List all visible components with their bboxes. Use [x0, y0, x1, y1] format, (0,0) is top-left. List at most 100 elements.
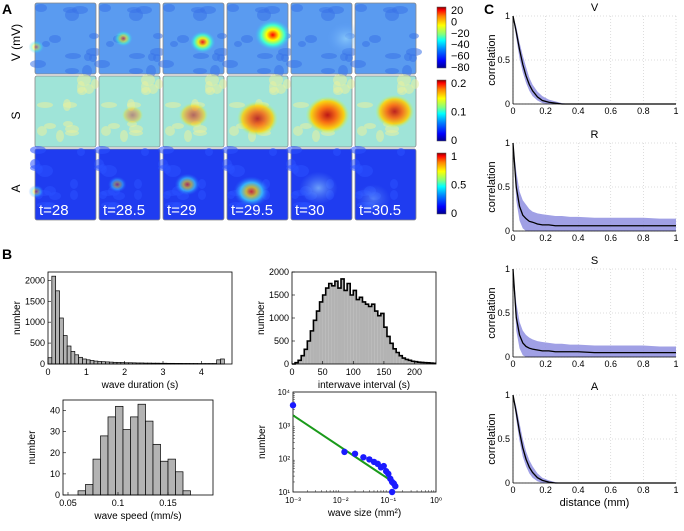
texture-patch [205, 148, 213, 156]
y-tick-label: 500 [30, 338, 45, 348]
histogram-B1: 0 1 2 3 4 0 500 1000 1500 2000 wave duration (s) nu… [12, 271, 233, 391]
texture-patch [193, 68, 207, 74]
texture-patch [409, 33, 419, 39]
activity-wave-blob [28, 185, 44, 199]
texture-patch [257, 9, 271, 21]
y-tick-label: 30 [50, 427, 60, 437]
histogram-bar [417, 362, 421, 364]
texture-patch [357, 165, 373, 177]
x-tick-label: 0.8 [637, 359, 650, 369]
x-tick-label: 0 [510, 485, 515, 495]
data-point [351, 450, 359, 457]
histogram-bar [85, 484, 94, 496]
texture-patch [333, 87, 343, 95]
texture-patch [146, 65, 156, 77]
activity-wave-blob [107, 176, 127, 193]
x-tick-label: 1 [84, 367, 89, 377]
y-axis-label: number [256, 300, 267, 335]
x-tick-label: 4 [199, 367, 204, 377]
histogram-bar [182, 490, 191, 496]
histogram-bar [411, 361, 415, 364]
texture-patch [229, 165, 245, 177]
texture-patch [101, 165, 117, 177]
y-tick-label: 1500 [269, 290, 289, 300]
y-tick-label: 2000 [25, 275, 45, 285]
y-tick-label: 10⁴ [278, 388, 291, 397]
activity-wave-blob [305, 96, 350, 134]
texture-patch [347, 79, 355, 89]
row-label-3: A [9, 184, 23, 192]
texture-patch [101, 102, 117, 108]
y-tick-label: 1500 [25, 296, 45, 306]
y-tick-label: 500 [274, 336, 289, 346]
texture-patch [172, 123, 184, 129]
y-tick-label: 0.5 [497, 182, 510, 192]
y-tick-label: 0 [505, 99, 510, 109]
texture-patch [397, 87, 407, 95]
time-label: t=28.5 [103, 202, 145, 219]
texture-patch [222, 159, 232, 169]
texture-patch [77, 148, 85, 156]
histogram-bar [399, 355, 403, 364]
data-point [392, 482, 399, 490]
texture-patch [65, 9, 79, 21]
activity-wave-blob [189, 31, 216, 53]
histogram-bar [152, 443, 161, 496]
x-tick-label: 0.6 [605, 106, 618, 116]
activity-wave-blob [299, 171, 338, 205]
histogram-bar [408, 360, 412, 364]
texture-patch [402, 65, 412, 77]
x-tick-label: 0.05 [59, 498, 77, 508]
texture-patch [293, 165, 309, 177]
texture-patch [158, 60, 174, 68]
texture-patch [350, 146, 366, 154]
texture-patch [37, 126, 47, 136]
texture-patch [404, 53, 412, 61]
histogram-bar [298, 360, 302, 364]
row-label-2: S [9, 111, 23, 119]
histogram-bar [93, 360, 99, 365]
texture-patch [293, 126, 303, 136]
data-point [360, 454, 367, 461]
activity-wave-blob [237, 101, 278, 137]
x-axis-label: distance (mm) [560, 497, 630, 509]
texture-patch [49, 192, 61, 200]
x-axis-label: wave size (mm²) [327, 508, 401, 519]
histogram-bar [47, 357, 53, 365]
subplot-title: R [591, 129, 599, 141]
y-tick-label: 0 [40, 359, 45, 369]
texture-patch [35, 4, 47, 12]
texture-patch [385, 9, 399, 21]
x-tick-label: 100 [346, 367, 361, 377]
texture-patch [362, 41, 370, 47]
histogram-bar [341, 278, 345, 364]
histogram-bar [55, 290, 60, 365]
snapshot-row3-t5: t=30 [286, 146, 353, 221]
histogram-bar [319, 301, 323, 364]
histogram-bar [334, 281, 338, 364]
texture-patch [129, 68, 143, 74]
texture-patch [305, 35, 317, 43]
histogram-bar [353, 290, 357, 364]
y-tick-label: 1 [505, 390, 510, 400]
histogram-bar [59, 317, 64, 365]
x-tick-label: 0.8 [637, 485, 650, 495]
histogram-bar [100, 435, 109, 496]
texture-patch [172, 202, 184, 210]
texture-patch [205, 87, 215, 95]
x-axis-label: wave duration (s) [101, 380, 179, 391]
colorbar-tick-label: −40 [451, 39, 470, 51]
texture-patch [193, 9, 207, 21]
time-label: t=28 [39, 202, 69, 219]
texture-patch [63, 102, 77, 108]
texture-patch [219, 79, 227, 89]
data-point [289, 402, 297, 409]
x-tick-label: 3 [160, 367, 165, 377]
x-tick-label: 50 [318, 367, 328, 377]
axes-frame [47, 271, 233, 365]
y-tick-label: 0 [55, 490, 60, 500]
texture-patch [357, 102, 373, 108]
x-tick-label: 0 [510, 359, 515, 369]
